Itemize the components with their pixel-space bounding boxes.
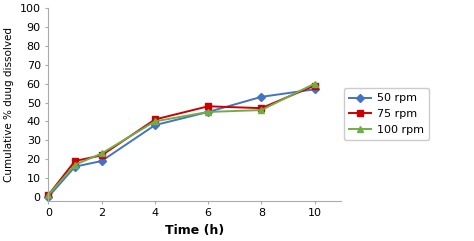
Y-axis label: Cumulative % duug dissolved: Cumulative % duug dissolved [4, 27, 14, 182]
X-axis label: Time (h): Time (h) [165, 224, 225, 237]
Line: 75 rpm: 75 rpm [46, 83, 318, 198]
100 rpm [312, 82, 318, 85]
100 rpm [205, 111, 211, 114]
75 rpm [152, 118, 158, 121]
Line: 100 rpm: 100 rpm [45, 80, 318, 198]
75 rpm [46, 194, 51, 196]
100 rpm [258, 109, 264, 112]
75 rpm [205, 105, 211, 108]
100 rpm [46, 194, 51, 196]
Line: 50 rpm: 50 rpm [46, 87, 318, 200]
100 rpm [152, 120, 158, 123]
50 rpm [72, 165, 78, 168]
75 rpm [72, 160, 78, 162]
Legend: 50 rpm, 75 rpm, 100 rpm: 50 rpm, 75 rpm, 100 rpm [344, 88, 429, 140]
100 rpm [72, 163, 78, 166]
75 rpm [258, 107, 264, 110]
50 rpm [152, 124, 158, 127]
50 rpm [99, 160, 104, 162]
75 rpm [99, 154, 104, 157]
50 rpm [205, 111, 211, 114]
75 rpm [312, 84, 318, 87]
50 rpm [312, 88, 318, 91]
100 rpm [99, 152, 104, 155]
50 rpm [258, 95, 264, 98]
50 rpm [46, 195, 51, 198]
